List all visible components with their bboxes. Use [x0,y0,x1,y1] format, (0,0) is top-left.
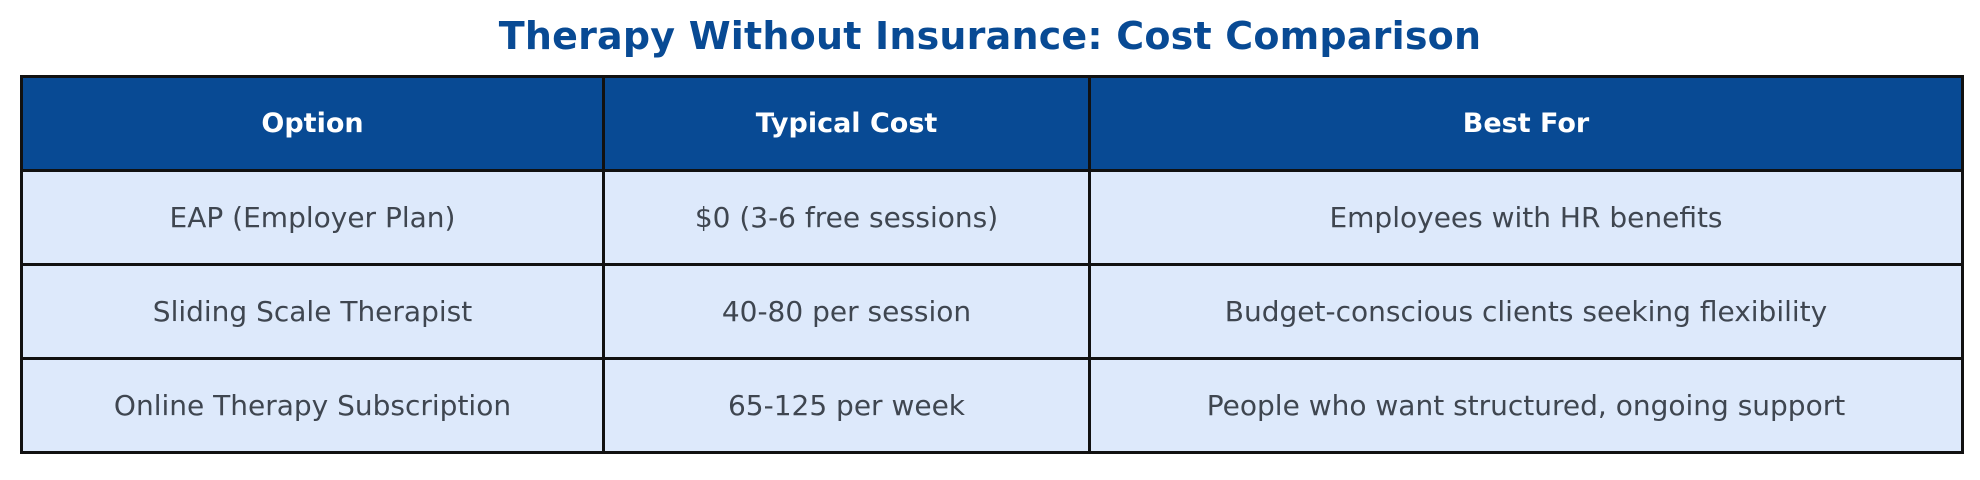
cell-best-for: Budget-conscious clients seeking flexibi… [1088,263,1964,360]
table-row: EAP (Employer Plan) $0 (3-6 free session… [20,169,1964,266]
cell-typical-cost: 65-125 per week [602,357,1091,454]
cell-typical-cost: 40-80 per session [602,263,1091,360]
header-best-for: Best For [1088,75,1964,172]
header-option: Option [20,75,605,172]
table-header: Option Typical Cost Best For [20,75,1964,172]
cell-option: Sliding Scale Therapist [20,263,605,360]
cost-comparison-table: Option Typical Cost Best For EAP (Employ… [20,75,1964,454]
table-body: EAP (Employer Plan) $0 (3-6 free session… [20,169,1964,454]
header-typical-cost: Typical Cost [602,75,1091,172]
header-row: Option Typical Cost Best For [20,75,1964,172]
table-row: Online Therapy Subscription 65-125 per w… [20,357,1964,454]
cell-option: EAP (Employer Plan) [20,169,605,266]
cell-option: Online Therapy Subscription [20,357,605,454]
cell-best-for: Employees with HR benefits [1088,169,1964,266]
cell-best-for: People who want structured, ongoing supp… [1088,357,1964,454]
page-title: Therapy Without Insurance: Cost Comparis… [498,14,1482,58]
cell-typical-cost: $0 (3-6 free sessions) [602,169,1091,266]
table-row: Sliding Scale Therapist 40-80 per sessio… [20,263,1964,360]
